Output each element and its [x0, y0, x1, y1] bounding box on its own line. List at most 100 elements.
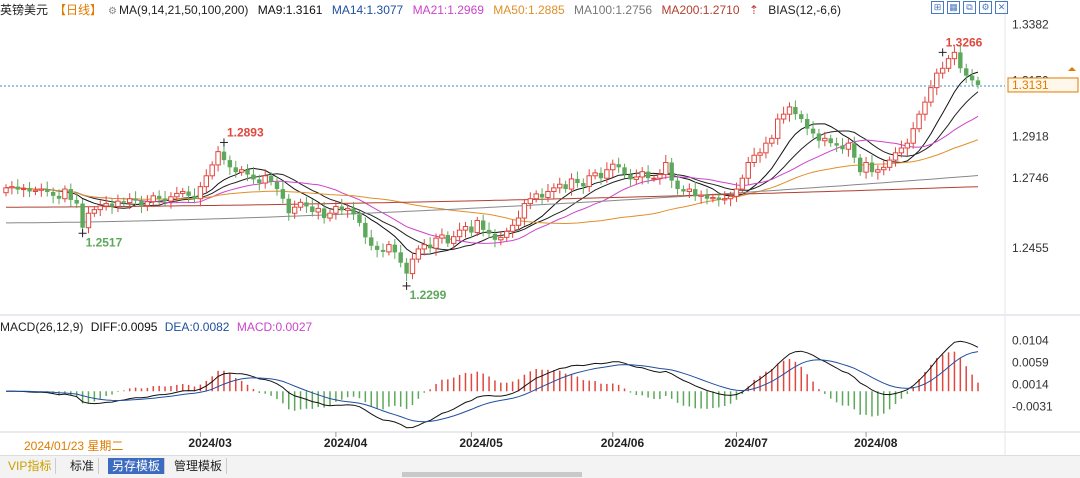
- ma14-line: [5, 91, 979, 251]
- candle-down: [80, 203, 85, 228]
- candle-down: [45, 189, 50, 192]
- candle-up: [415, 248, 422, 260]
- candle-up: [945, 58, 952, 69]
- candle-down: [852, 143, 857, 158]
- extreme-label: 1.2299: [410, 288, 447, 302]
- candle-up: [291, 206, 298, 214]
- candle-up: [238, 169, 245, 173]
- tab-vip-indicator[interactable]: VIP指标: [4, 458, 57, 474]
- ma-params[interactable]: MA(9,14,21,50,100,200): [119, 3, 249, 17]
- horizontal-scrollbar[interactable]: [402, 472, 582, 477]
- macd-diff: DIFF:0.0095: [90, 320, 158, 334]
- candle-down: [268, 175, 274, 182]
- candle-up: [739, 177, 746, 190]
- candle-down: [704, 195, 710, 199]
- candle-up: [262, 175, 268, 184]
- candle-down: [156, 195, 162, 199]
- candle-down: [575, 178, 580, 184]
- candle-up: [904, 142, 911, 149]
- candle-up: [209, 164, 215, 177]
- candle-down: [186, 191, 191, 196]
- candle-up: [910, 128, 916, 144]
- candle-down: [445, 234, 451, 244]
- x-tick-label: 2024/06: [601, 436, 645, 450]
- candle-down: [645, 171, 651, 179]
- pin-icon[interactable]: ⇡: [748, 3, 759, 17]
- candle-down: [68, 189, 73, 200]
- candle-up: [32, 189, 39, 192]
- candle-up: [698, 194, 704, 197]
- macd-params[interactable]: MACD(26,12,9): [0, 320, 84, 334]
- grid-icon[interactable]: ▦: [947, 1, 960, 14]
- candle-down: [351, 208, 356, 215]
- candle-up: [892, 152, 899, 161]
- candle-up: [651, 177, 657, 180]
- candle-down: [716, 197, 721, 200]
- cursor-date: 2024/01/23 星期二: [24, 439, 124, 453]
- close-icon[interactable]: ✕: [995, 1, 1008, 14]
- candle-up: [3, 187, 9, 194]
- candle-up: [451, 236, 457, 244]
- candle-up: [939, 67, 946, 74]
- tab-manage-template[interactable]: 管理模板: [170, 458, 228, 474]
- candle-up: [144, 201, 151, 206]
- price-tick-label: 1.3382: [1012, 17, 1049, 31]
- macd-dea: DEA:0.0082: [164, 320, 230, 334]
- ma50-line: [5, 139, 979, 225]
- candle-up: [462, 226, 469, 231]
- candle-down: [121, 201, 127, 203]
- candle-down: [245, 169, 250, 175]
- candle-down: [598, 172, 604, 179]
- candle-down: [374, 245, 380, 250]
- period-label[interactable]: 【日线】: [54, 3, 103, 17]
- bias-label[interactable]: BIAS(12,-6,6): [768, 3, 841, 17]
- price-arrow-icon: [1068, 66, 1076, 71]
- tab-save-template[interactable]: 另存模板: [108, 458, 166, 474]
- expand-icon[interactable]: ⊞: [931, 1, 944, 14]
- candle-down: [109, 203, 115, 207]
- candle-down: [427, 244, 433, 249]
- candle-up: [863, 162, 869, 173]
- candle-up: [297, 201, 304, 208]
- candle-up: [745, 162, 751, 179]
- candle-down: [380, 249, 386, 252]
- candle-up: [20, 188, 27, 191]
- candle-down: [675, 180, 680, 190]
- candle-down: [251, 174, 256, 180]
- macd-tick-label: 0.0059: [1012, 355, 1049, 369]
- candle-down: [404, 262, 409, 274]
- current-price-label: 1.3131: [1012, 78, 1049, 92]
- macd-tick-label: -0.0031: [1012, 399, 1053, 413]
- candle-down: [280, 189, 286, 199]
- settings-icon[interactable]: ⚙: [108, 6, 117, 17]
- candle-up: [733, 188, 740, 197]
- candle-down: [486, 229, 492, 234]
- candle-up: [515, 217, 522, 226]
- candle-down: [869, 162, 875, 173]
- candle-up: [9, 186, 15, 189]
- candle-up: [409, 258, 416, 275]
- candle-up: [456, 229, 463, 238]
- tab-standard[interactable]: 标准: [66, 458, 100, 474]
- ma100-value: MA100:1.2756: [574, 3, 653, 17]
- restore-icon[interactable]: ⧉: [963, 1, 976, 14]
- candle-down: [304, 202, 309, 207]
- diff-line: [5, 340, 979, 429]
- candle-down: [969, 75, 975, 81]
- settings-gear-icon[interactable]: ⚙: [979, 1, 992, 14]
- candle-down: [857, 157, 863, 173]
- candle-up: [421, 244, 427, 250]
- x-tick-label: 2024/03: [188, 436, 232, 450]
- candle-down: [233, 167, 238, 173]
- candle-down: [286, 198, 291, 214]
- candle-up: [215, 151, 221, 166]
- candle-up: [633, 176, 640, 180]
- candle-down: [27, 188, 32, 192]
- current-price-box: [1007, 77, 1079, 93]
- candle-up: [763, 142, 769, 154]
- candle-up: [928, 87, 934, 103]
- symbol-title: 英镑美元: [0, 3, 49, 17]
- candle-down: [539, 193, 545, 198]
- candle-up: [775, 118, 781, 139]
